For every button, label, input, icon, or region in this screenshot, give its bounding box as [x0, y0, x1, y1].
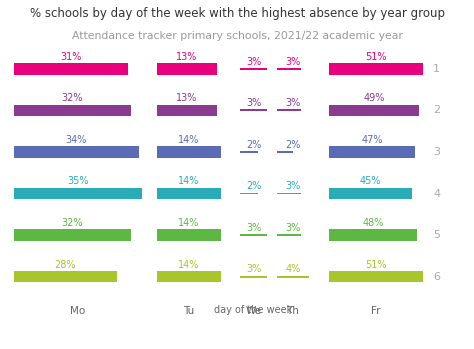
Text: 48%: 48% [363, 218, 384, 228]
Text: 2%: 2% [246, 140, 261, 150]
Text: 28%: 28% [55, 260, 76, 269]
Text: 3%: 3% [285, 181, 301, 191]
Text: 2%: 2% [285, 140, 301, 150]
Text: 13%: 13% [176, 94, 198, 103]
Bar [157, 229, 221, 241]
Text: 3%: 3% [246, 98, 261, 108]
Bar [240, 151, 258, 153]
Text: 51%: 51% [365, 260, 387, 269]
Text: 14%: 14% [178, 260, 200, 269]
Bar [157, 105, 217, 116]
Bar [14, 188, 142, 199]
Text: Attendance tracker primary schools, 2021/22 academic year: Attendance tracker primary schools, 2021… [72, 31, 402, 42]
Text: 31%: 31% [60, 52, 82, 62]
Text: 3%: 3% [246, 265, 261, 274]
Text: 3%: 3% [246, 57, 261, 67]
Bar [277, 151, 293, 153]
Bar [240, 234, 267, 236]
Text: 32%: 32% [62, 218, 83, 228]
Text: 3%: 3% [285, 223, 301, 233]
Text: 4: 4 [433, 188, 440, 199]
Text: 3%: 3% [246, 223, 261, 233]
Bar [277, 110, 301, 111]
Bar [277, 276, 309, 277]
Text: 14%: 14% [178, 218, 200, 228]
Bar [329, 105, 419, 116]
Bar [329, 229, 417, 241]
Text: % schools by day of the week with the highest absence by year group: % schools by day of the week with the hi… [29, 7, 445, 20]
Text: 51%: 51% [365, 52, 387, 62]
Text: 47%: 47% [362, 135, 383, 145]
Text: 1: 1 [433, 64, 440, 74]
Text: 14%: 14% [178, 135, 200, 145]
Text: 14%: 14% [178, 177, 200, 186]
Bar [14, 105, 131, 116]
Text: 6: 6 [433, 272, 440, 282]
Text: day of the week: day of the week [214, 305, 292, 315]
Text: 3: 3 [433, 147, 440, 157]
Bar [240, 193, 258, 194]
Bar [157, 188, 221, 199]
Text: 2: 2 [433, 105, 440, 116]
Text: 5: 5 [433, 230, 440, 240]
Bar [329, 271, 423, 282]
Bar [14, 271, 117, 282]
Text: 4%: 4% [285, 265, 301, 274]
Text: 13%: 13% [176, 52, 198, 62]
Text: 45%: 45% [360, 177, 381, 186]
Bar [157, 271, 221, 282]
Text: 2%: 2% [246, 181, 261, 191]
Bar [14, 63, 128, 75]
Bar [157, 63, 217, 75]
Bar [277, 68, 301, 70]
Bar [157, 146, 221, 158]
Bar [277, 234, 301, 236]
Bar [277, 193, 301, 194]
Bar [329, 188, 412, 199]
Text: 49%: 49% [364, 94, 385, 103]
Text: 34%: 34% [65, 135, 87, 145]
Text: 3%: 3% [285, 57, 301, 67]
Bar [14, 229, 131, 241]
Text: 32%: 32% [62, 94, 83, 103]
Bar [240, 276, 267, 277]
Bar [329, 63, 423, 75]
Bar [240, 110, 267, 111]
Text: 35%: 35% [67, 177, 89, 186]
Text: 3%: 3% [285, 98, 301, 108]
Bar [14, 146, 139, 158]
Bar [240, 68, 267, 70]
Bar [329, 146, 415, 158]
